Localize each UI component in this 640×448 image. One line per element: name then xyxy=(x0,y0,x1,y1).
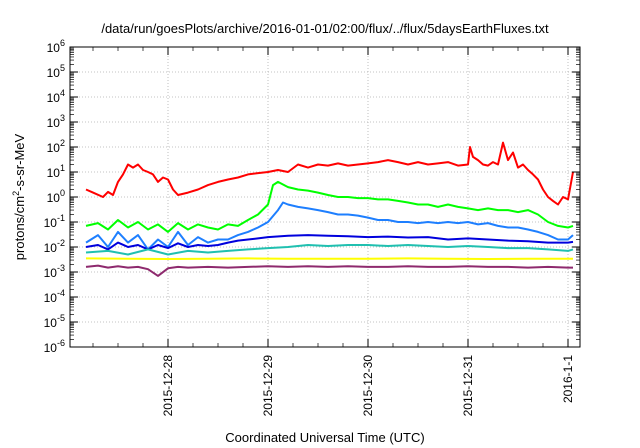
x-tick-label: 2015-12-29 xyxy=(261,355,275,417)
x-tick-label: 2016-1-1 xyxy=(561,355,575,403)
series-group xyxy=(85,141,574,277)
grid-lines xyxy=(70,47,580,347)
x-tick-label: 2015-12-28 xyxy=(161,355,175,417)
series-line-2 xyxy=(85,180,574,233)
y-tick-label: 100 xyxy=(47,188,65,205)
y-tick-label: 10-3 xyxy=(44,263,65,280)
series-line-5 xyxy=(85,244,574,256)
y-tick-label: 10-4 xyxy=(44,288,65,305)
y-tick-label: 101 xyxy=(47,163,65,180)
x-axis-label: Coordinated Universal Time (UTC) xyxy=(225,430,424,445)
series-line-7 xyxy=(85,264,573,277)
y-tick-label: 106 xyxy=(47,38,65,55)
x-tick-label: 2015-12-30 xyxy=(361,355,375,417)
y-axis-label-base: protons/cm xyxy=(12,196,27,260)
y-axis-label: protons/cm2-s-sr-MeV xyxy=(11,133,27,260)
series-line-6 xyxy=(85,257,573,260)
x-tick-label: 2015-12-31 xyxy=(461,355,475,417)
y-tick-label: 104 xyxy=(47,88,65,105)
series-line-1 xyxy=(85,141,574,206)
tick-marks xyxy=(70,46,580,348)
y-tick-label: 103 xyxy=(47,113,65,130)
series-line-4 xyxy=(85,234,574,251)
y-axis-label-sup: 2 xyxy=(11,191,21,196)
y-tick-label: 102 xyxy=(47,138,65,155)
y-tick-labels: 106 105 104 103 102 101 100 10-1 10-2 10-3 10-4 10-… xyxy=(44,38,65,355)
y-tick-label: 10-6 xyxy=(44,338,65,355)
y-axis-label-rest: -s-sr-MeV xyxy=(12,133,27,190)
y-tick-label: 10-2 xyxy=(44,238,65,255)
series-line-3 xyxy=(85,201,574,251)
chart-title: /data/run/goesPlots/archive/2016-01-01/0… xyxy=(101,21,549,36)
y-tick-label: 10-5 xyxy=(44,313,65,330)
x-tick-labels: 2015-12-28 2015-12-29 2015-12-30 2015-12-31… xyxy=(161,355,575,417)
y-tick-label: 105 xyxy=(47,63,65,80)
y-tick-label: 10-1 xyxy=(44,213,65,230)
